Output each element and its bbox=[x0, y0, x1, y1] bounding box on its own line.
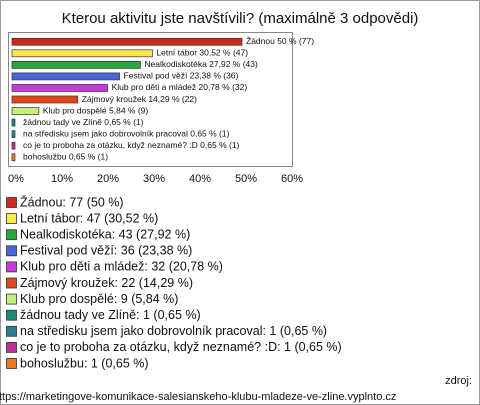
bar bbox=[11, 107, 40, 115]
bar bbox=[11, 153, 16, 162]
value-label: bohoslužbu 0,65 % (1) bbox=[23, 151, 108, 161]
bar bbox=[11, 95, 79, 104]
source-label: zdroj: bbox=[445, 375, 472, 387]
x-tick-label: 60% bbox=[281, 173, 303, 185]
legend-label: bohoslužbu: 1 (0,65 %) bbox=[20, 356, 149, 370]
bar bbox=[11, 118, 16, 127]
x-tick-label: 30% bbox=[143, 173, 165, 185]
value-label: Klub pro děti a mládež 20,78 % (32) bbox=[112, 82, 248, 92]
legend-swatch bbox=[6, 245, 17, 257]
legend-label: Klub pro děti a mládež: 32 (20,78 %) bbox=[20, 260, 223, 274]
legend-label: co je to proboha za otázku, když neznamé… bbox=[20, 340, 342, 354]
bar bbox=[11, 37, 243, 46]
bar bbox=[11, 72, 120, 81]
chart-title: Kterou aktivitu jste navštívili? (maximá… bbox=[62, 10, 419, 27]
value-label: Zájmový kroužek 14,29 % (22) bbox=[82, 94, 197, 104]
legend-swatch bbox=[6, 229, 17, 241]
bar bbox=[11, 84, 108, 92]
legend-swatch bbox=[6, 261, 17, 273]
bar bbox=[11, 49, 153, 58]
source-url: ttps://marketingove-komunikace-salesians… bbox=[0, 391, 396, 403]
value-label: žádnou tady ve Zlíně 0,65 % (1) bbox=[23, 117, 144, 127]
x-tick-label: 10% bbox=[51, 173, 73, 185]
legend-swatch bbox=[6, 325, 17, 337]
bar bbox=[11, 130, 16, 138]
legend-swatch bbox=[6, 213, 17, 225]
legend-swatch bbox=[6, 309, 17, 321]
x-tick-label: 20% bbox=[97, 173, 119, 185]
legend-label: na středisku jsem jako dobrovolník praco… bbox=[20, 324, 327, 338]
legend-swatch bbox=[6, 358, 17, 369]
legend-swatch bbox=[6, 293, 17, 305]
x-tick-label: 40% bbox=[189, 173, 211, 185]
legend-swatch bbox=[6, 197, 17, 208]
value-label: Klub pro dospělé 5,84 % (9) bbox=[43, 105, 149, 115]
value-label: na středisku jsem jako dobrovolník praco… bbox=[23, 128, 230, 138]
legend-swatch bbox=[6, 277, 17, 289]
x-tick-label: 0% bbox=[8, 173, 24, 185]
legend-swatch bbox=[6, 341, 17, 353]
value-label: Nealkodiskotéka 27,92 % (43) bbox=[144, 59, 258, 69]
value-label: Žádnou 50 % (77) bbox=[246, 36, 314, 46]
legend-label: žádnou tady ve Zlíně: 1 (0,65 %) bbox=[20, 308, 201, 322]
legend-label: Letní tábor: 47 (30,52 %) bbox=[20, 211, 158, 225]
bar bbox=[11, 61, 141, 69]
legend-label: Zájmový kroužek: 22 (14,29 %) bbox=[20, 276, 193, 290]
legend-label: Nealkodiskotéka: 43 (27,92 %) bbox=[20, 227, 190, 241]
legend-label: Festival pod věží: 36 (23,38 %) bbox=[20, 244, 192, 258]
legend-label: Žádnou: 77 (50 %) bbox=[20, 194, 124, 209]
value-label: Letní tábor 30,52 % (47) bbox=[156, 48, 248, 58]
x-tick-label: 50% bbox=[235, 173, 257, 185]
value-label: Festival pod věží 23,38 % (36) bbox=[124, 71, 239, 81]
legend-label: Klub pro dospělé: 9 (5,84 %) bbox=[20, 292, 178, 306]
bar bbox=[11, 141, 16, 150]
value-label: co je to proboha za otázku, když neznamé… bbox=[23, 140, 240, 150]
